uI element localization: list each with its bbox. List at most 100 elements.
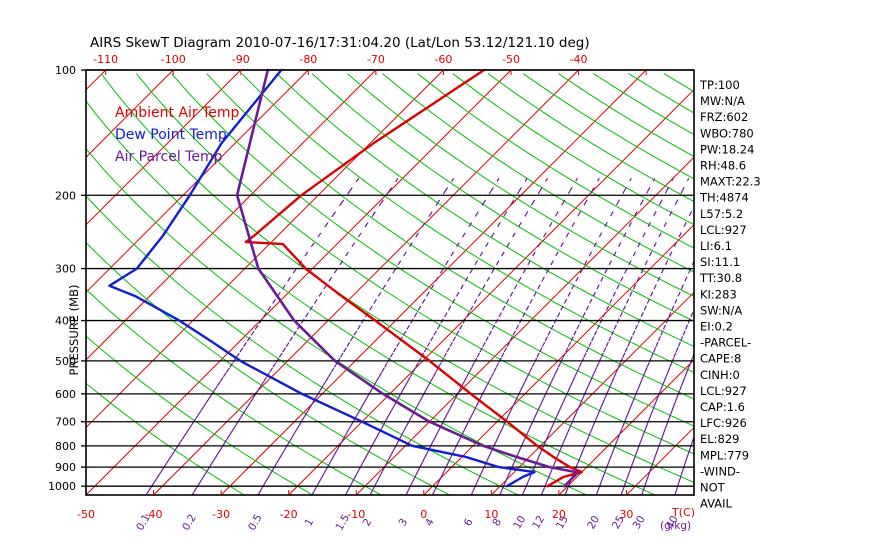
dry-adiabat-line (159, 142, 174, 158)
mixing-ratio-line (373, 296, 379, 304)
dry-adiabat-line (247, 455, 253, 459)
dry-adiabat-line (362, 376, 370, 382)
mixing-ratio-line (482, 191, 492, 205)
dry-adiabat-line (552, 142, 575, 158)
mixing-ratio-line (424, 454, 427, 458)
mixing-ratio-line (548, 381, 553, 387)
dry-adiabat-line (524, 402, 532, 407)
mixing-ratio-line (263, 482, 266, 486)
mixing-ratio-line (325, 376, 330, 382)
mixing-ratio-line (317, 226, 326, 238)
mixing-ratio-line (679, 474, 682, 478)
mixing-ratio-line (277, 457, 281, 461)
mixing-ratio-line (634, 203, 642, 217)
dry-adiabat-line (517, 398, 525, 404)
mixing-ratio-line (518, 273, 524, 282)
mixing-ratio-line (623, 226, 630, 238)
mixing-ratio-line (296, 424, 300, 430)
dry-adiabat-line (565, 364, 574, 370)
mixing-ratio-line (292, 264, 300, 274)
dry-adiabat-line (547, 384, 556, 389)
dry-adiabat-line (629, 213, 648, 225)
dry-adiabat-line (357, 408, 364, 414)
dry-adiabat-line (574, 181, 595, 194)
dry-adiabat-line (318, 421, 325, 426)
mixing-ratio-line (453, 448, 456, 452)
mixing-ratio-line (430, 335, 435, 342)
mixing-ratio-line (531, 362, 536, 368)
dry-adiabat-line (175, 450, 180, 454)
page-title: AIRS SkewT Diagram 2010-07-16/17:31:04.2… (90, 35, 590, 51)
mixing-ratio-line (649, 414, 652, 419)
mixing-ratio-line (469, 303, 475, 311)
mixing-ratio-line (322, 471, 326, 475)
dry-adiabat-line (635, 398, 644, 404)
mixing-ratio-line (258, 489, 262, 493)
dry-adiabat-line (164, 271, 174, 280)
mixing-ratio-line (628, 255, 634, 266)
dry-adiabat-line (355, 304, 366, 311)
mixing-ratio-line (575, 410, 578, 415)
dry-adiabat-line (614, 156, 638, 171)
mixing-ratio-line (543, 226, 550, 238)
mixing-ratio-line (612, 448, 615, 452)
dry-adiabat-line (407, 472, 413, 476)
mixing-ratio-line (613, 246, 620, 257)
mixing-ratio-line (668, 414, 672, 419)
mixing-ratio-line (618, 236, 625, 248)
plot-border (85, 69, 695, 496)
mixing-ratio-line (407, 376, 411, 382)
mixing-ratio-line (387, 273, 394, 282)
mixing-ratio-line (402, 385, 406, 391)
dry-adiabat-line (517, 368, 526, 374)
mixing-ratio-line (288, 438, 292, 443)
dry-adiabat-line (417, 408, 425, 414)
mixing-ratio-line (669, 246, 675, 257)
mixing-ratio-line (205, 468, 209, 473)
dry-adiabat-line (603, 249, 619, 258)
mixing-ratio-line (473, 296, 479, 304)
dry-adiabat-line (139, 380, 146, 385)
mixing-ratio-line (643, 303, 648, 311)
dry-adiabat-line (603, 355, 613, 361)
dry-adiabat-line (524, 285, 537, 293)
dry-adiabat-line (221, 240, 233, 250)
dry-adiabat-line (397, 364, 406, 370)
mixing-ratio-line (346, 489, 349, 493)
mixing-ratio-line (584, 441, 587, 446)
mixing-ratio-line (440, 474, 443, 478)
dry-adiabat-line (611, 474, 617, 479)
dry-adiabat-line (231, 249, 243, 258)
mixing-ratio-line (633, 394, 637, 399)
dry-adiabat-line (173, 321, 181, 328)
dry-adiabat-line (414, 341, 424, 348)
mixing-ratio-line (488, 376, 492, 382)
stat-entry-15: EI:0.2 (700, 320, 733, 334)
mixing-ratio-line (596, 281, 602, 290)
dry-adiabat-line (159, 395, 165, 400)
dry-adiabat-line (670, 142, 695, 158)
dry-adiabat-line (464, 467, 470, 472)
dry-adiabat-line (132, 156, 146, 171)
mixing-ratio-line (451, 296, 457, 304)
mixing-ratio-line (468, 367, 473, 373)
mixing-ratio-line (602, 474, 605, 478)
mixing-ratio-line (604, 394, 608, 399)
dry-adiabat-line (275, 472, 280, 476)
mixing-ratio-line (677, 482, 680, 486)
isotherm-line (423, 224, 695, 496)
dry-adiabat-line (433, 486, 438, 490)
mixing-ratio-line (466, 310, 471, 318)
mixing-ratio-line (522, 381, 526, 387)
dry-adiabat-line (267, 169, 283, 183)
dry-adiabat-line (211, 309, 220, 317)
mixing-ratio-line (617, 435, 620, 440)
mixing-ratio-line (377, 477, 380, 481)
dry-adiabat-line (666, 470, 673, 474)
dry-adiabat-line (461, 368, 469, 374)
dry-adiabat-line (658, 355, 669, 361)
dry-adiabat-line (473, 472, 479, 476)
dry-adiabat-line (260, 127, 278, 144)
dry-adiabat-line (663, 73, 695, 93)
